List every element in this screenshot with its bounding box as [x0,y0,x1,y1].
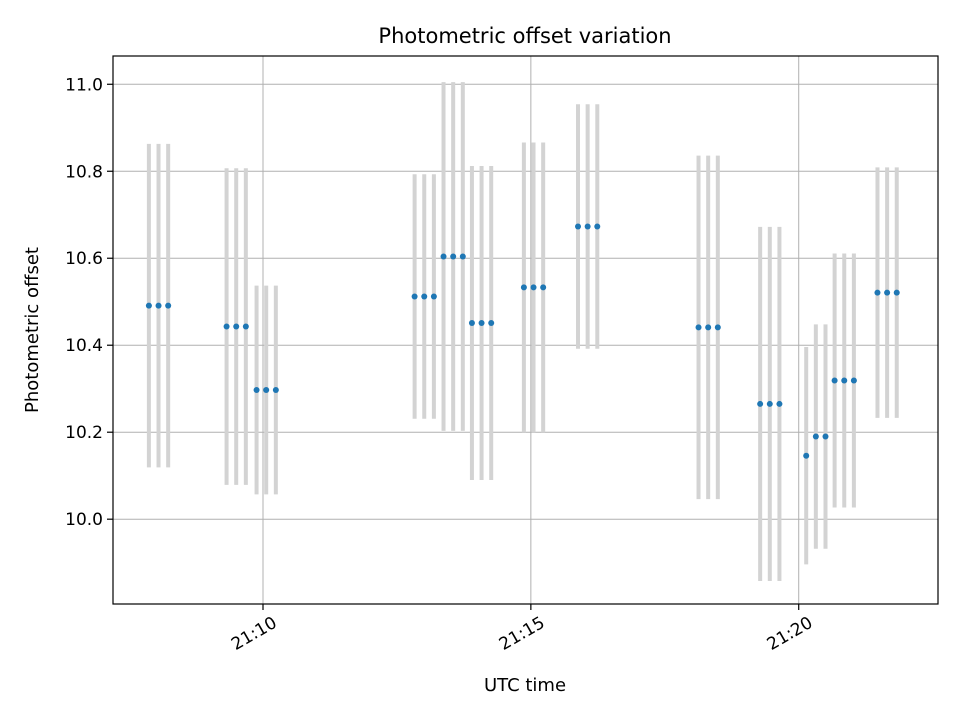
data-point [705,324,712,331]
data-point [714,324,721,331]
data-point [803,452,810,459]
data-point [411,293,418,300]
data-point [488,320,495,327]
data-point [421,293,428,300]
x-axis-label: UTC time [484,675,566,696]
data-point [766,400,773,407]
data-point [459,253,466,260]
data-point [884,289,891,296]
data-point [450,253,457,260]
plot-frame [112,55,939,605]
data-point [594,223,601,230]
data-points [145,223,900,459]
data-point [430,293,437,300]
y-tick-label: 10.6 [65,249,103,269]
data-point [530,284,537,291]
y-axis-label: Photometric offset [22,247,43,413]
y-tick-label: 10.2 [65,423,103,443]
data-point [841,377,848,384]
y-tick-label: 10.8 [65,162,103,182]
data-point [540,284,547,291]
data-point [520,284,527,291]
y-tick-label: 11.0 [65,75,103,95]
chart-title: Photometric offset variation [378,24,671,48]
data-point [440,253,447,260]
data-point [584,223,591,230]
data-point [478,320,485,327]
data-point [850,377,857,384]
data-point [468,320,475,327]
data-point [165,302,172,309]
data-point [812,433,819,440]
data-point [242,323,249,330]
data-point [757,400,764,407]
data-point [822,433,829,440]
data-point [831,377,838,384]
data-point [263,387,270,394]
data-point [776,400,783,407]
y-tick-label: 10.4 [65,336,103,356]
data-point [874,289,881,296]
data-point [695,324,702,331]
data-point [575,223,581,230]
data-point [223,323,230,330]
y-tick-label: 10.0 [65,510,103,530]
data-point [893,289,900,296]
data-point [155,302,162,309]
data-point [253,387,260,394]
data-point [233,323,240,330]
data-point [272,387,279,394]
data-point [145,302,152,309]
